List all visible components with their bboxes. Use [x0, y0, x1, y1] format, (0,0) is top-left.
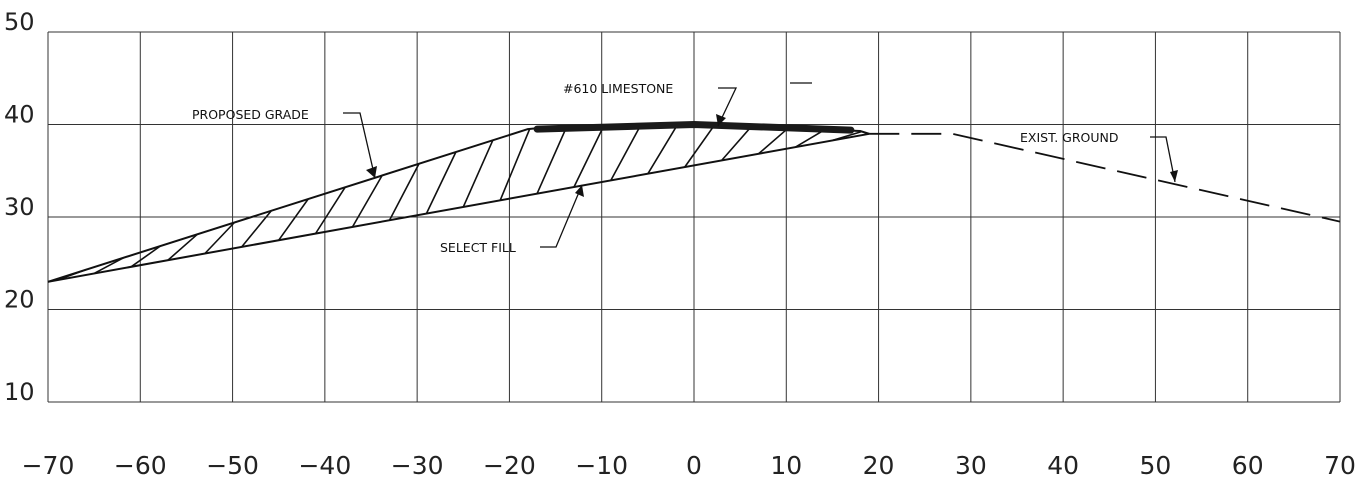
y-tick-30: 30	[4, 193, 35, 221]
label-select-fill: SELECT FILL	[440, 240, 516, 255]
label-limestone: #610 LIMESTONE	[563, 81, 673, 96]
select-fill-bottom-line	[47, 132, 870, 283]
arrowhead-proposed-grade	[366, 166, 377, 178]
x-axis-tick-labels: −70 −60 −50 −40 −30 −20 −10 0 10 20 30 40 50 60 70	[22, 451, 1356, 480]
x-tick-0: 0	[686, 451, 702, 480]
select-fill-hatch	[56, 124, 863, 281]
y-axis-tick-labels: 10 20 30 40 50	[4, 8, 35, 406]
hatch-stroke	[573, 125, 605, 188]
hatch-stroke	[499, 128, 531, 201]
x-tick-60: 60	[1232, 451, 1264, 480]
arrowhead-exist-ground	[1170, 170, 1178, 182]
hatch-stroke	[795, 128, 826, 148]
hatch-stroke	[351, 175, 383, 228]
x-tick-20: 20	[863, 451, 895, 480]
arrowhead-limestone	[716, 114, 726, 126]
hatch-stroke	[241, 210, 272, 248]
x-tick--50: −50	[206, 451, 259, 480]
x-tick--40: −40	[298, 451, 351, 480]
hatch-stroke	[388, 163, 420, 221]
x-tick-10: 10	[770, 451, 802, 480]
hatch-stroke	[647, 124, 679, 175]
x-tick--60: −60	[114, 451, 167, 480]
x-tick--10: −10	[575, 451, 628, 480]
leader-limestone	[717, 87, 738, 127]
hatch-stroke	[167, 233, 199, 261]
y-tick-10: 10	[4, 378, 35, 406]
x-tick-50: 50	[1140, 451, 1172, 480]
x-tick--70: −70	[22, 451, 75, 480]
hatch-stroke	[130, 245, 162, 268]
x-tick--30: −30	[391, 451, 444, 480]
x-tick-40: 40	[1047, 451, 1079, 480]
arrowhead-select-fill	[575, 185, 584, 197]
hatch-stroke	[278, 198, 309, 241]
hatch-stroke	[314, 186, 346, 234]
grid	[47, 31, 1341, 403]
hatch-stroke	[721, 126, 752, 161]
y-tick-20: 20	[4, 286, 35, 314]
hatch-stroke	[425, 151, 457, 214]
limestone-layer	[533, 120, 855, 134]
hatch-stroke	[610, 125, 642, 181]
x-tick--20: −20	[483, 451, 536, 480]
leader-lines	[343, 82, 1178, 248]
hatch-stroke	[536, 126, 568, 194]
leader-exist-ground	[1150, 136, 1176, 183]
label-proposed-grade: PROPOSED GRADE	[192, 107, 309, 122]
existing-ground-line	[869, 132, 1341, 223]
hatch-stroke	[684, 124, 715, 168]
label-exist-ground: EXIST. GROUND	[1020, 130, 1119, 145]
y-tick-50: 50	[4, 8, 35, 36]
x-tick-30: 30	[955, 451, 987, 480]
leader-proposed-grade	[343, 112, 376, 179]
hatch-stroke	[204, 221, 235, 255]
hatch-stroke	[758, 127, 789, 155]
hatch-stroke	[462, 139, 494, 208]
leader-select-fill	[540, 184, 583, 248]
y-tick-40: 40	[4, 101, 35, 129]
x-tick-70: 70	[1324, 451, 1356, 480]
